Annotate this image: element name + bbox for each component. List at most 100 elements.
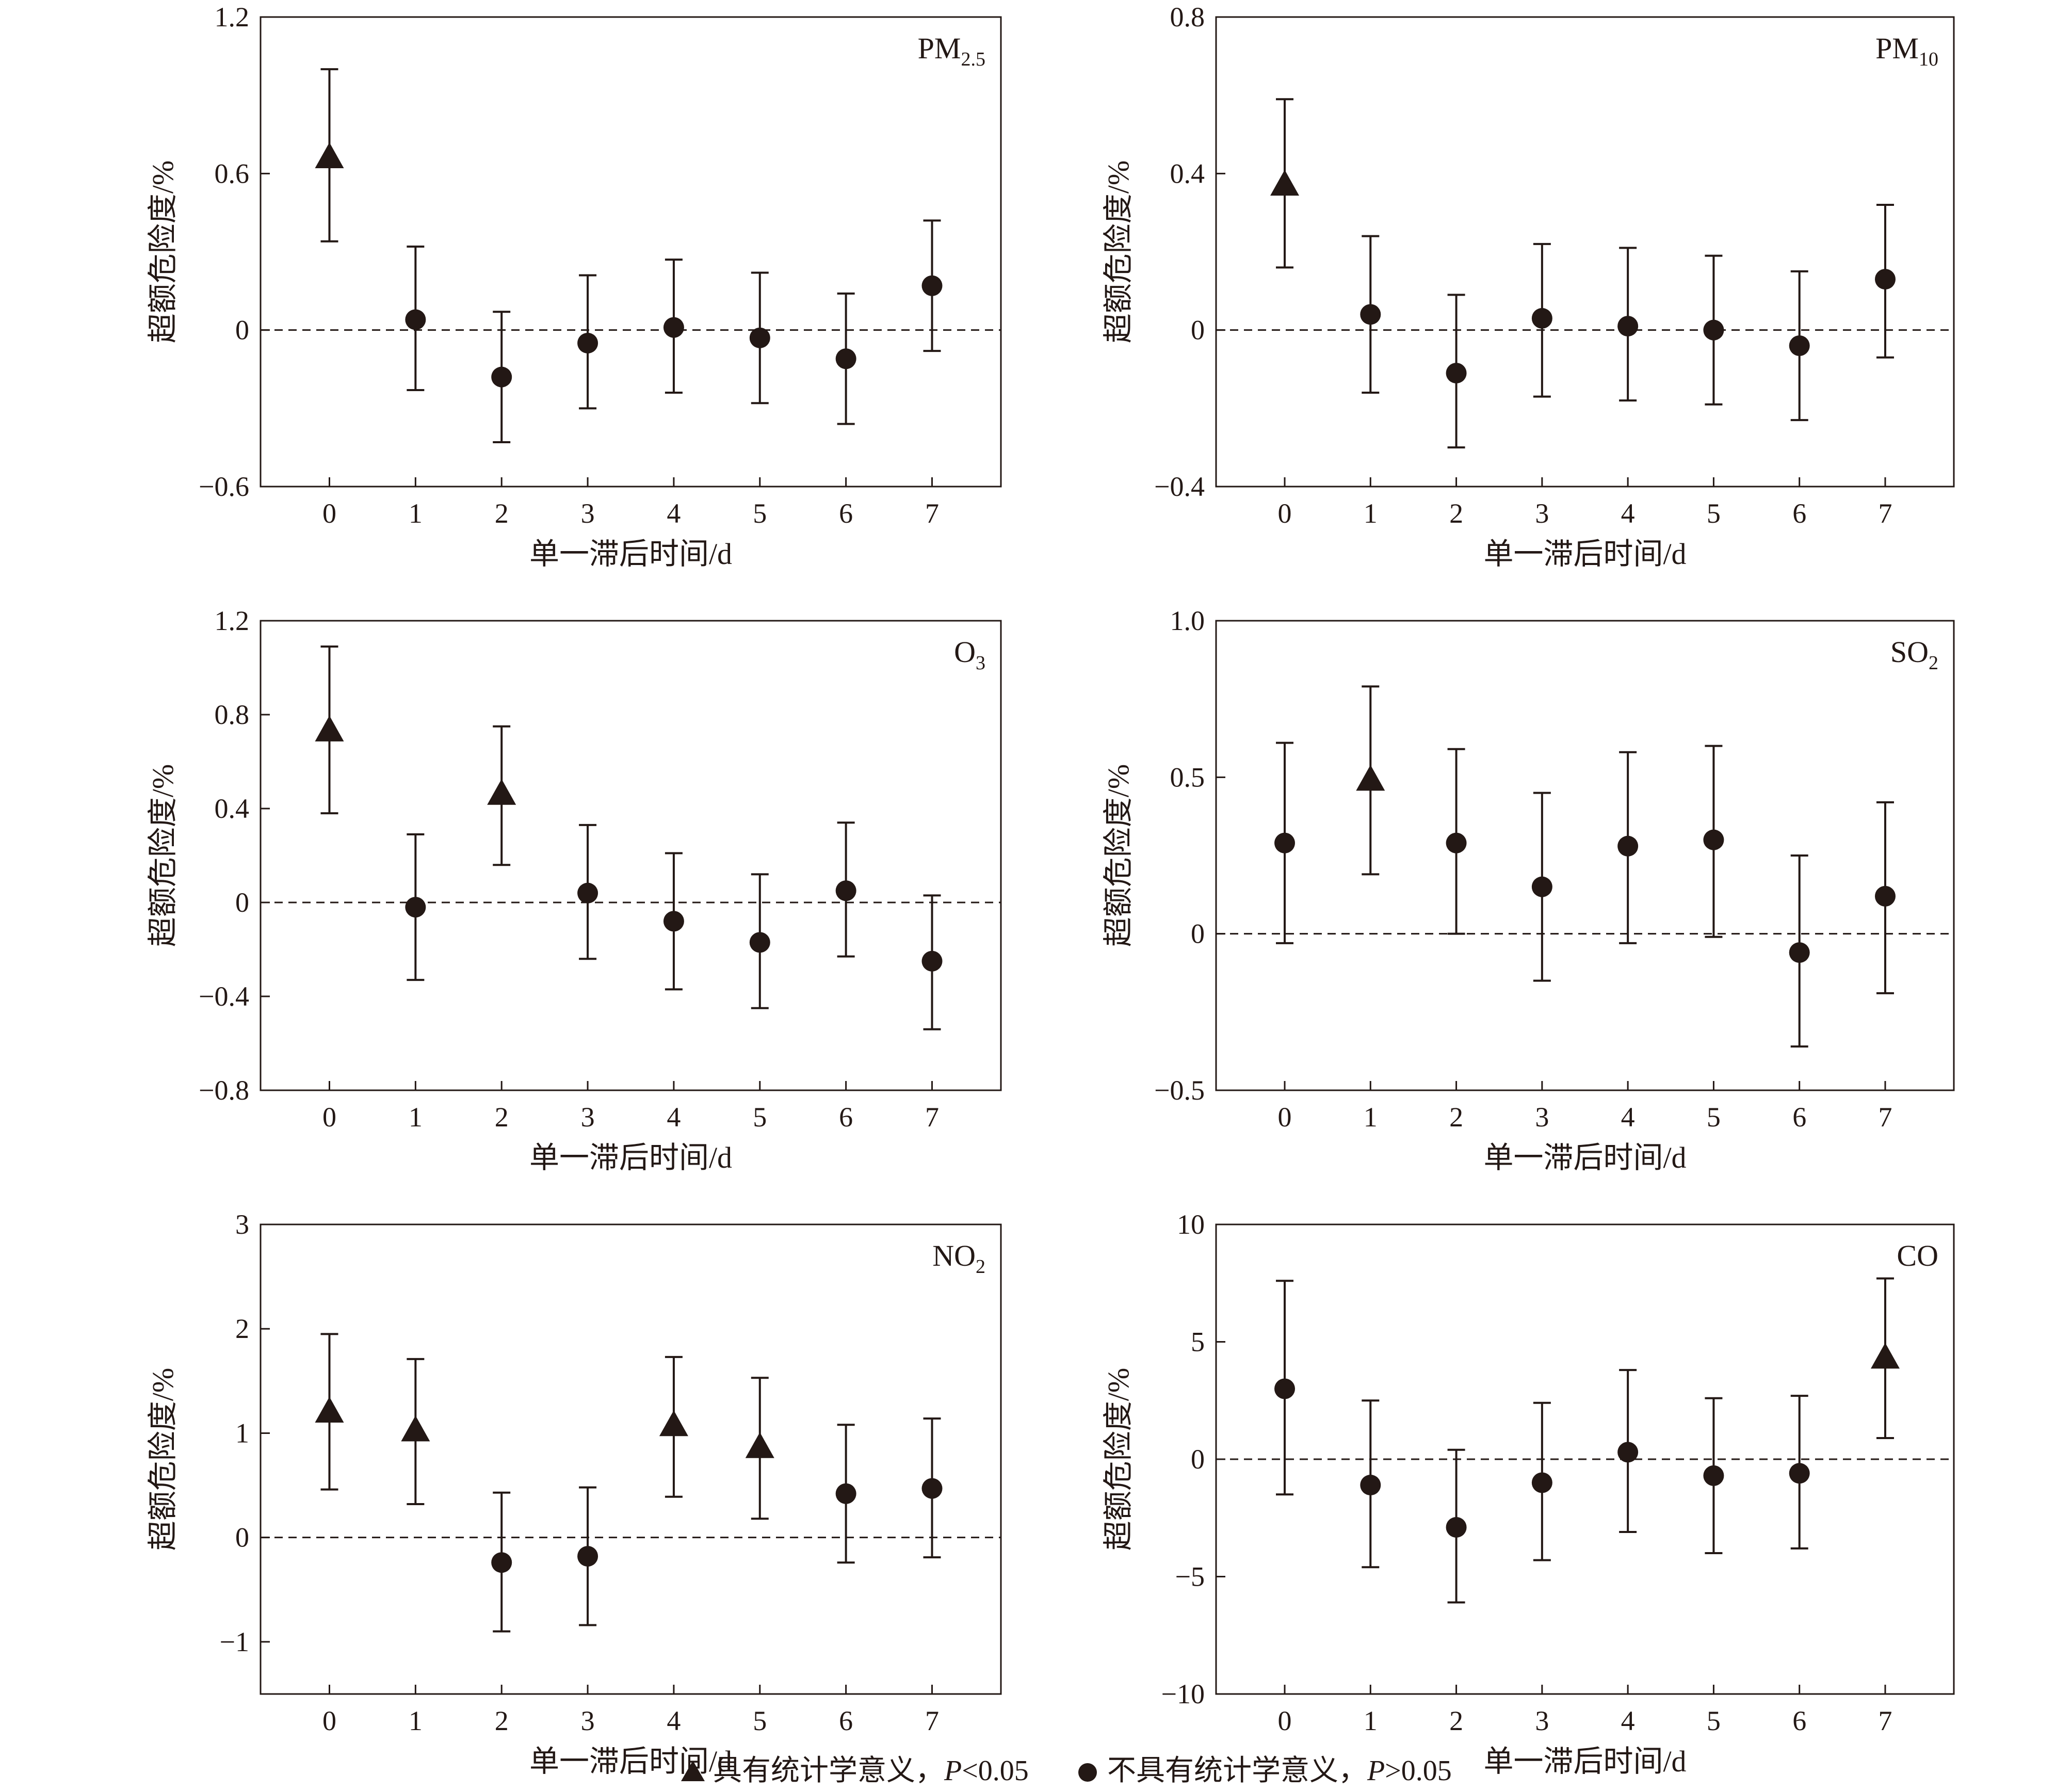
- x-tick-label: 6: [1792, 1705, 1806, 1736]
- significant-point: [1270, 170, 1300, 196]
- x-tick-label: 7: [1878, 1705, 1892, 1736]
- panel-o3: −0.8 −0.4 0 0.4 0.8 1.2 0 1 2 3 4 5 6 7 单一滞后时间/d 超额危险度/…: [146, 605, 1002, 1174]
- y-tick-label: 0: [1191, 918, 1205, 949]
- y-tick-label: 0: [235, 315, 249, 346]
- nonsignificant-point: [1274, 832, 1296, 853]
- y-tick-label: 0: [235, 1522, 249, 1553]
- panel-co: −10 −5 0 5 10 0 1 2 3 4 5 6 7 单一滞后时间/d 超额危险度/% CO: [1102, 1209, 1955, 1778]
- x-tick-label: 7: [1878, 1102, 1892, 1133]
- y-tick-label: 10: [1177, 1209, 1205, 1240]
- y-tick-label: 3: [235, 1209, 249, 1240]
- x-tick-label: 0: [1278, 1705, 1292, 1736]
- x-tick-label: 7: [925, 1102, 939, 1133]
- x-axis-label: 单一滞后时间/d: [529, 1745, 732, 1778]
- pollutant-label: O3: [954, 635, 985, 674]
- y-tick-label: 0.8: [1170, 2, 1205, 33]
- x-tick-label: 2: [495, 1705, 509, 1736]
- y-tick-label: 0.4: [215, 793, 250, 824]
- x-tick-label: 3: [581, 1102, 595, 1133]
- legend-significant-label: 具有统计学意义，P<0.05: [713, 1755, 1029, 1787]
- x-axis-label: 单一滞后时间/d: [529, 1141, 732, 1174]
- panel-pm10: −0.4 0 0.4 0.8 0 1 2 3 4 5 6 7 单一滞后时间/d 超额危险度/% PM10: [1102, 2, 1955, 571]
- x-tick-label: 5: [753, 1102, 767, 1133]
- nonsignificant-point: [663, 911, 684, 932]
- nonsignificant-point: [1360, 1475, 1381, 1496]
- pollutant-label: CO: [1897, 1239, 1938, 1272]
- x-tick-label: 2: [1449, 498, 1463, 529]
- nonsignificant-point: [405, 309, 426, 330]
- x-tick-label: 0: [1278, 498, 1292, 529]
- y-tick-label: 0.6: [215, 158, 250, 189]
- x-tick-label: 6: [839, 1705, 853, 1736]
- y-tick-label: 0.4: [1170, 158, 1205, 189]
- x-tick-label: 4: [1621, 1705, 1635, 1736]
- y-axis-label: 超额危险度/%: [1102, 1368, 1135, 1551]
- significant-point: [745, 1432, 774, 1458]
- nonsignificant-point: [921, 275, 943, 296]
- x-tick-label: 6: [839, 498, 853, 529]
- y-tick-label: 2: [235, 1313, 249, 1344]
- nonsignificant-point: [1789, 335, 1810, 356]
- pollutant-label: PM2.5: [918, 31, 985, 70]
- nonsignificant-point: [921, 950, 943, 972]
- nonsignificant-point: [663, 317, 684, 338]
- pollutant-label: PM10: [1875, 31, 1938, 70]
- y-tick-label: −10: [1161, 1679, 1205, 1709]
- significant-point: [1870, 1343, 1900, 1369]
- pollutant-label: NO2: [932, 1239, 985, 1278]
- nonsignificant-point: [1789, 1463, 1810, 1484]
- x-axis-label: 单一滞后时间/d: [529, 537, 732, 571]
- y-tick-label: −0.4: [1154, 471, 1205, 502]
- significant-point: [487, 779, 516, 805]
- x-axis-label: 单一滞后时间/d: [1483, 1141, 1686, 1174]
- significant-point: [315, 142, 344, 168]
- nonsignificant-point: [1617, 1442, 1639, 1463]
- legend-nonsignificant-label: 不具有统计学意义，P>0.05: [1107, 1755, 1452, 1787]
- plot-frame: [1215, 16, 1955, 488]
- pollutant-label: SO2: [1890, 635, 1938, 674]
- x-tick-label: 2: [1449, 1102, 1463, 1133]
- x-tick-label: 6: [1792, 498, 1806, 529]
- x-tick-label: 4: [667, 1705, 681, 1736]
- nonsignificant-point: [1446, 1516, 1467, 1538]
- x-tick-label: 3: [581, 1705, 595, 1736]
- plot-frame: [260, 16, 1002, 488]
- nonsignificant-point: [921, 1478, 943, 1499]
- x-tick-label: 5: [1707, 1102, 1721, 1133]
- legend-triangle-marker: [681, 1761, 705, 1781]
- x-tick-label: 7: [1878, 498, 1892, 529]
- x-tick-label: 1: [1364, 1102, 1378, 1133]
- nonsignificant-point: [835, 880, 856, 901]
- y-tick-label: 0: [1191, 315, 1205, 346]
- y-axis-label: 超额危险度/%: [1102, 160, 1135, 343]
- nonsignificant-point: [491, 1552, 512, 1573]
- x-tick-label: 0: [322, 1705, 336, 1736]
- nonsignificant-point: [577, 332, 598, 353]
- nonsignificant-point: [749, 932, 770, 953]
- nonsignificant-point: [1617, 316, 1639, 337]
- x-tick-label: 1: [409, 1705, 423, 1736]
- x-tick-label: 4: [1621, 498, 1635, 529]
- nonsignificant-point: [405, 897, 426, 918]
- nonsignificant-point: [1531, 1472, 1552, 1493]
- nonsignificant-point: [1531, 876, 1552, 897]
- x-tick-label: 2: [495, 498, 509, 529]
- y-tick-label: 5: [1191, 1327, 1205, 1358]
- y-tick-label: 1: [235, 1417, 249, 1448]
- plot-frame: [1215, 620, 1955, 1091]
- nonsignificant-point: [1446, 363, 1467, 384]
- nonsignificant-point: [1874, 885, 1896, 907]
- nonsignificant-point: [1274, 1378, 1296, 1399]
- nonsignificant-point: [1703, 319, 1724, 341]
- x-tick-label: 3: [1535, 498, 1549, 529]
- y-tick-label: −5: [1175, 1561, 1205, 1592]
- x-tick-label: 6: [1792, 1102, 1806, 1133]
- x-tick-label: 1: [409, 498, 423, 529]
- legend-circle-marker: [1078, 1763, 1097, 1782]
- nonsignificant-point: [491, 366, 512, 388]
- x-tick-label: 4: [667, 1102, 681, 1133]
- significant-point: [315, 715, 344, 741]
- y-tick-label: 0.5: [1170, 762, 1205, 793]
- x-tick-label: 2: [495, 1102, 509, 1133]
